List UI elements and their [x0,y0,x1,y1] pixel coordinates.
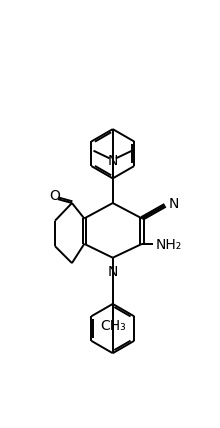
Text: N: N [169,197,179,211]
Text: NH₂: NH₂ [156,238,182,252]
Text: CH₃: CH₃ [100,319,126,333]
Text: N: N [108,155,118,169]
Text: N: N [108,265,118,279]
Text: O: O [49,189,60,203]
